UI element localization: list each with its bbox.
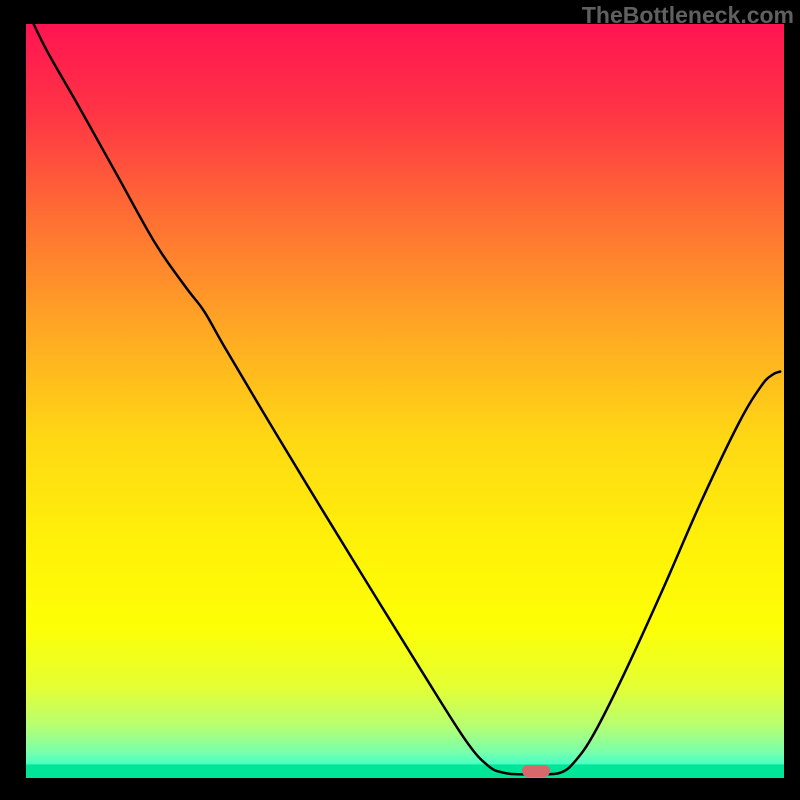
optimum-marker xyxy=(522,765,550,777)
watermark-text: TheBottleneck.com xyxy=(582,2,794,29)
plot-area xyxy=(26,24,784,778)
bottleneck-curve xyxy=(26,24,784,778)
chart-container: TheBottleneck.com xyxy=(0,0,800,800)
